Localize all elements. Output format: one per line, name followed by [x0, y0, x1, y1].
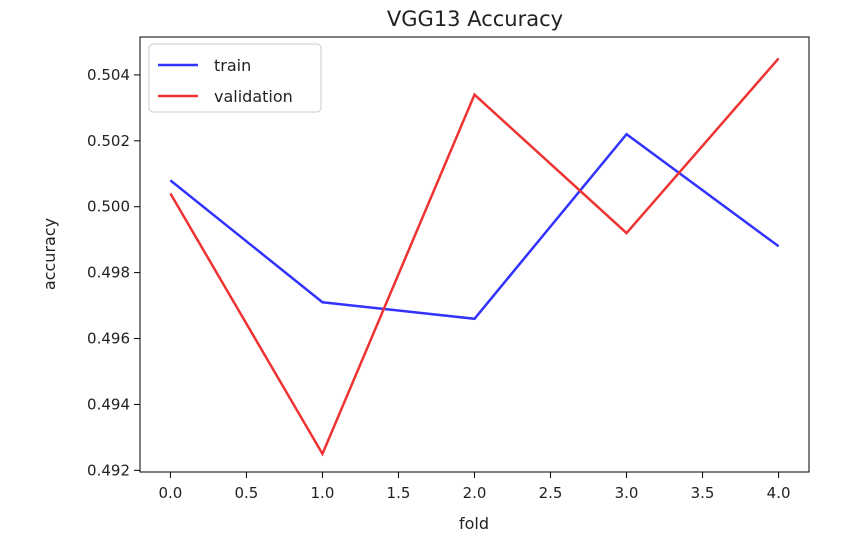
series-line-train [169, 132, 780, 321]
y-tick-label: 0.504 [87, 66, 130, 84]
y-axis-ticks: 0.492 0.494 0.496 0.498 0.500 0.502 0.504 [87, 66, 140, 479]
series-lines [169, 57, 780, 457]
x-axis-label: fold [459, 514, 489, 533]
legend: train validation [148, 43, 322, 113]
x-tick-label: 2.0 [463, 484, 487, 502]
x-tick-label: 3.0 [615, 484, 639, 502]
x-tick-label: 1.5 [387, 484, 411, 502]
y-tick-label: 0.494 [87, 395, 130, 413]
y-axis-label: accuracy [40, 218, 59, 290]
x-tick-label: 0.0 [158, 484, 182, 502]
x-tick-label: 2.5 [539, 484, 563, 502]
chart-title: VGG13 Accuracy [387, 7, 563, 31]
x-tick-label: 4.0 [767, 484, 791, 502]
legend-label-validation: validation [214, 87, 293, 106]
x-tick-label: 3.5 [691, 484, 715, 502]
y-tick-label: 0.492 [87, 461, 130, 479]
x-tick-label: 1.0 [311, 484, 335, 502]
x-axis-ticks: 0.0 0.5 1.0 1.5 2.0 2.5 3.0 3.5 4.0 [158, 472, 791, 502]
y-tick-label: 0.502 [87, 132, 130, 150]
x-tick-label: 0.5 [235, 484, 259, 502]
y-tick-label: 0.496 [87, 330, 130, 348]
series-line-validation [169, 57, 780, 457]
y-tick-label: 0.500 [87, 198, 130, 216]
y-tick-label: 0.498 [87, 264, 130, 282]
legend-label-train: train [214, 56, 251, 75]
